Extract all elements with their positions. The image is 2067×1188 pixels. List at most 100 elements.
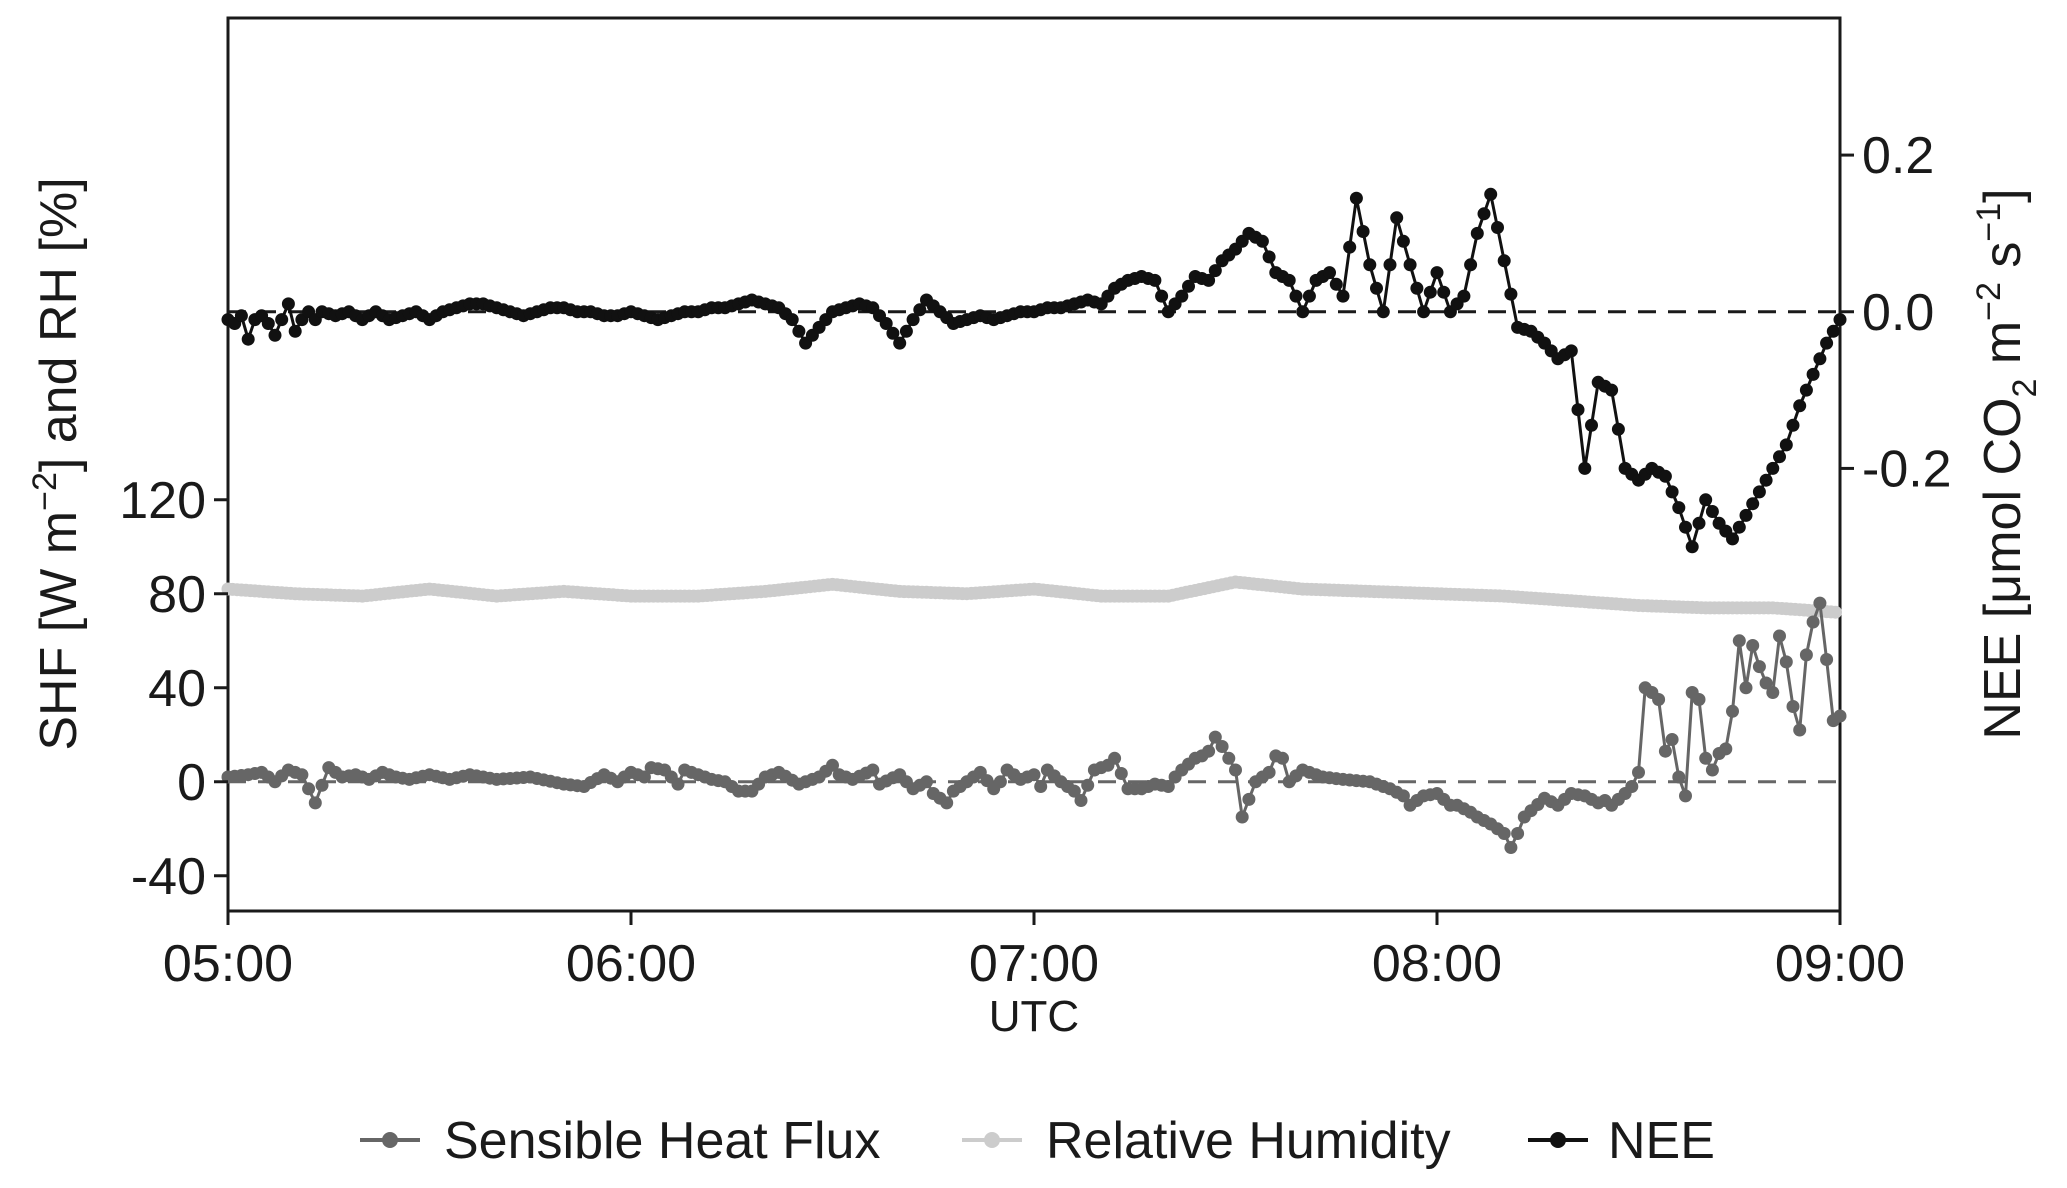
data-point <box>315 778 329 792</box>
data-point <box>1161 780 1175 793</box>
data-point <box>785 313 799 327</box>
legend-entry-relative-humidity: Relative Humidity <box>962 1112 1451 1170</box>
data-point <box>1726 532 1739 546</box>
data-point <box>1833 313 1847 327</box>
data-point <box>1222 751 1236 765</box>
right-y-axis-title-mu: μ <box>1974 574 2032 604</box>
right-y-tick-label: 0.0 <box>1862 284 1934 342</box>
data-point <box>1564 344 1578 358</box>
data-point <box>1746 497 1760 511</box>
data-point <box>1034 780 1048 793</box>
data-point <box>1477 207 1491 221</box>
data-point <box>1625 780 1639 793</box>
data-point <box>1370 281 1383 295</box>
data-point <box>1155 289 1169 303</box>
series-nee <box>221 187 1847 554</box>
data-point <box>1826 324 1840 338</box>
data-point <box>1336 289 1350 303</box>
data-point <box>1786 700 1800 713</box>
data-point <box>1363 258 1377 272</box>
data-point <box>879 317 893 330</box>
left-y-axis-title-part: ] and RH [%] <box>30 177 88 472</box>
data-point <box>281 297 295 311</box>
data-point <box>1773 450 1786 464</box>
data-point <box>1323 266 1336 280</box>
data-point <box>1114 767 1128 780</box>
data-point <box>1726 704 1739 718</box>
data-point <box>792 324 806 338</box>
data-point <box>1773 629 1786 643</box>
data-point <box>866 763 880 777</box>
data-point <box>1779 438 1793 452</box>
data-point <box>1752 485 1766 499</box>
x-tick-label: 08:00 <box>1372 935 1502 993</box>
data-point <box>1665 733 1679 746</box>
data-point <box>826 758 839 772</box>
data-point <box>1578 461 1592 475</box>
right-y-axis-title: NEE [μmol CO2 m−2 s−1] <box>1970 188 2044 739</box>
data-point <box>1813 352 1827 366</box>
data-point <box>1652 693 1666 706</box>
data-point <box>1793 723 1807 737</box>
data-point <box>1820 653 1834 666</box>
data-point <box>1806 367 1820 381</box>
data-point <box>906 313 920 327</box>
left-y-axis-title: SHF [W m−2] and RH [%] <box>26 177 88 750</box>
data-point <box>637 770 651 784</box>
right-y-axis-title-part: mol CO <box>1974 398 2032 574</box>
data-point <box>308 796 322 810</box>
legend-label-relative-humidity: Relative Humidity <box>1046 1112 1451 1170</box>
data-point <box>302 782 316 796</box>
data-point <box>1491 221 1504 234</box>
data-point <box>1672 501 1686 515</box>
data-point <box>899 324 913 338</box>
x-tick-label: 07:00 <box>969 935 1099 993</box>
data-point <box>1719 742 1733 756</box>
left-y-axis-title-part: SHF [W m <box>30 511 88 751</box>
data-point <box>1470 226 1484 240</box>
data-point <box>1484 187 1498 201</box>
left-y-tick-label: -40 <box>131 848 206 906</box>
data-point <box>886 326 900 340</box>
data-point <box>234 309 248 323</box>
data-point <box>1202 273 1216 287</box>
series-relative-humidity <box>221 575 1842 619</box>
data-point <box>1497 827 1511 840</box>
left-y-axis-ticks: -40 0 40 80 120 <box>119 472 228 906</box>
data-point <box>1356 225 1370 238</box>
legend-label-nee: NEE <box>1608 1112 1715 1170</box>
data-point <box>1396 789 1410 803</box>
right-y-axis-title-part: ] <box>1974 188 2032 202</box>
data-point <box>275 313 289 327</box>
data-point <box>261 317 275 330</box>
legend: Sensible Heat Flux Relative Humidity NEE <box>360 1112 1715 1170</box>
data-point <box>1302 289 1316 303</box>
data-point <box>1430 266 1444 280</box>
data-point <box>1215 740 1229 753</box>
data-point <box>671 777 685 791</box>
data-point <box>1829 605 1842 619</box>
data-point <box>1423 285 1437 299</box>
data-point <box>1665 485 1679 499</box>
data-point <box>1208 264 1222 278</box>
data-point <box>1329 277 1343 291</box>
right-y-axis-ticks: -0.2 0.0 0.2 <box>1840 127 1952 498</box>
data-point <box>893 336 907 350</box>
left-y-axis-title-superscript: −2 <box>26 472 64 511</box>
right-y-axis-title-part: s <box>1974 242 2032 282</box>
data-point <box>1679 789 1692 803</box>
data-point <box>1739 508 1753 522</box>
data-point <box>1632 765 1645 779</box>
legend-swatch-marker <box>984 1132 1000 1148</box>
right-y-axis-title-superscript: −1 <box>1970 203 2008 242</box>
data-point <box>1276 751 1289 765</box>
data-point <box>1692 693 1706 706</box>
x-tick-label: 06:00 <box>566 935 696 993</box>
data-point <box>1457 289 1471 303</box>
data-point <box>1504 841 1518 854</box>
data-point <box>1417 305 1431 319</box>
data-point <box>1658 744 1672 758</box>
data-point <box>1282 273 1296 287</box>
data-point <box>1732 520 1746 534</box>
